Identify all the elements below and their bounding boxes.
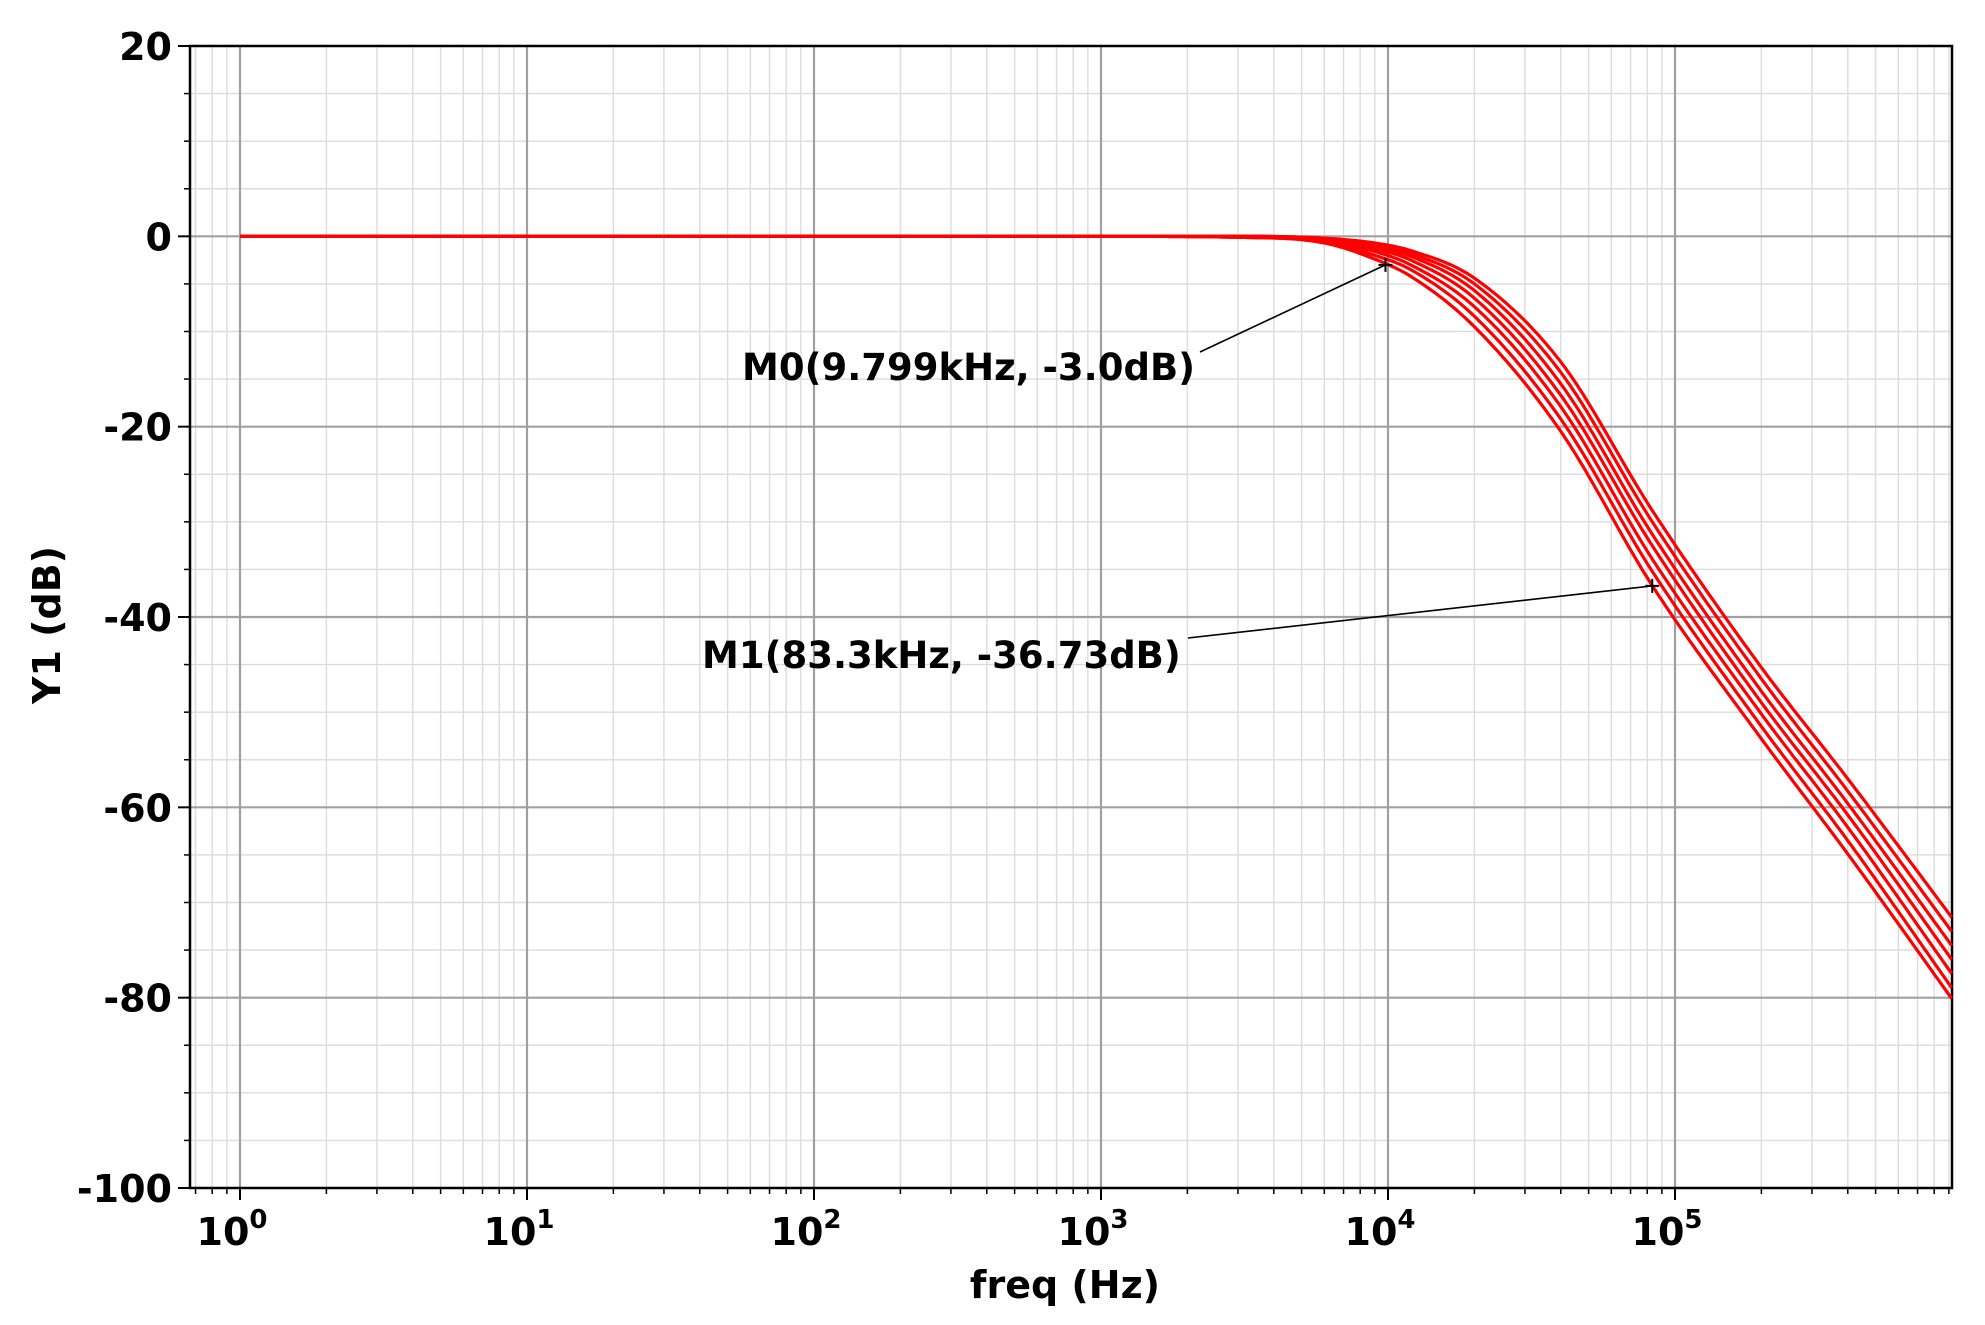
y-tick-labels: 20 0 -20 -40 -60 -80 -100	[77, 25, 172, 1211]
x-tick-base: 10	[771, 1210, 824, 1254]
y-tick-label: 0	[146, 215, 172, 259]
x-tick-exponent: 0	[249, 1205, 267, 1235]
y-tick-label: -60	[103, 786, 172, 830]
x-tick-base: 10	[1345, 1210, 1398, 1254]
x-tick-label: 105	[1632, 1205, 1703, 1254]
x-axis-title: freq (Hz)	[970, 1263, 1160, 1307]
marker-leader-line	[1187, 585, 1653, 639]
x-tick-label: 102	[771, 1205, 842, 1254]
x-tick-base: 10	[484, 1210, 537, 1254]
x-tick-base: 10	[1058, 1210, 1111, 1254]
series-layer	[240, 234, 1954, 1000]
y-tick-label: -80	[103, 977, 172, 1021]
x-tick-label: 100	[197, 1205, 268, 1254]
y-tick-label: -20	[103, 406, 172, 450]
marker-label-0: M0(9.799kHz, -3.0dB)	[742, 346, 1195, 389]
x-tick-base: 10	[197, 1210, 250, 1254]
x-tick-exponent: 4	[1397, 1205, 1415, 1235]
x-tick-exponent: 5	[1684, 1205, 1702, 1235]
x-tick-label: 104	[1345, 1205, 1416, 1254]
y-tick-label: -100	[77, 1167, 172, 1211]
y-tick-label: 20	[119, 25, 172, 69]
series-line-5	[240, 234, 1953, 947]
series-line-7	[240, 234, 1953, 919]
y-axis-title: Y1 (dB)	[25, 546, 69, 705]
x-tick-exponent: 2	[823, 1205, 841, 1235]
x-tick-label: 103	[1058, 1205, 1129, 1254]
x-tick-exponent: 3	[1110, 1205, 1128, 1235]
x-tick-labels: 100 101 102 103 104 105	[197, 1205, 1703, 1254]
axis-ticks	[178, 45, 1950, 1200]
series-line-6	[240, 234, 1953, 933]
marker-layer: M0(9.799kHz, -3.0dB) M1(83.3kHz, -36.73dB…	[702, 257, 1660, 677]
x-tick-exponent: 1	[536, 1205, 554, 1235]
marker-label-1: M1(83.3kHz, -36.73dB)	[702, 634, 1181, 677]
marker-leader-line	[1199, 264, 1386, 353]
x-tick-base: 10	[1632, 1210, 1685, 1254]
x-tick-label: 101	[484, 1205, 555, 1254]
y-tick-label: -40	[103, 596, 172, 640]
major-grid	[190, 46, 1952, 1188]
